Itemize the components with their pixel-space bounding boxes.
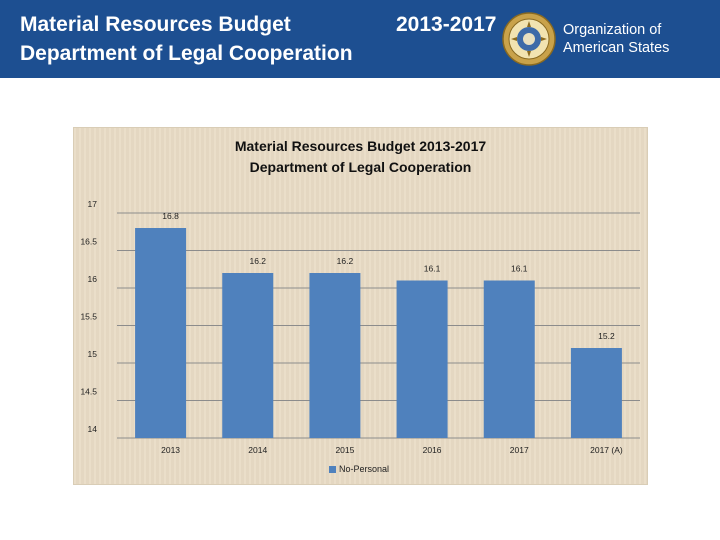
- x-tick-label: 2017 (A): [590, 445, 623, 455]
- chart-title-line-2: Department of Legal Cooperation: [249, 159, 472, 175]
- title-line-1: Material Resources Budget: [20, 13, 291, 36]
- x-tick-label: 2013: [161, 445, 180, 455]
- y-tick-label: 15.5: [80, 312, 97, 322]
- chart-title-line-1: Material Resources Budget 2013-2017: [234, 138, 487, 154]
- y-tick-label: 17: [88, 199, 98, 209]
- page-title: Material Resources Budget Department of …: [20, 10, 353, 68]
- y-tick-label: 14: [88, 424, 98, 434]
- bar: [222, 273, 274, 438]
- bar: [396, 280, 448, 438]
- title-line-2: Department of Legal Cooperation: [20, 42, 353, 65]
- header-banner: Material Resources Budget Department of …: [0, 0, 720, 78]
- y-tick-label: 16: [88, 274, 98, 284]
- data-label: 16.2: [249, 256, 266, 266]
- org-line-1: Organization of: [563, 22, 662, 38]
- bar: [135, 228, 187, 438]
- data-label: 16.1: [511, 264, 528, 274]
- chart-title: Material Resources Budget 2013-2017 Depa…: [74, 136, 647, 178]
- bar: [483, 280, 535, 438]
- legend-label: No-Personal: [339, 464, 390, 474]
- x-tick-label: 2016: [423, 445, 442, 455]
- org-line-2: American States: [563, 40, 670, 56]
- data-label: 16.1: [424, 264, 441, 274]
- data-label: 16.2: [337, 256, 354, 266]
- data-label: 15.2: [598, 331, 615, 341]
- legend-swatch: [329, 465, 336, 473]
- x-tick-label: 2015: [335, 445, 354, 455]
- bar: [309, 273, 361, 438]
- years-range: 2013-2017: [396, 13, 497, 36]
- oas-seal-icon: [502, 12, 556, 66]
- data-label: 16.8: [162, 211, 179, 221]
- y-tick-label: 14.5: [80, 387, 97, 397]
- y-tick-label: 15: [88, 349, 98, 359]
- bar-chart-plot: 14 14.5 15 15.5 16 16.5 17 16.8 2013 16.2 2014 16.2…: [80, 199, 640, 455]
- chart-container: Material Resources Budget 2013-2017 Depa…: [73, 127, 648, 485]
- chart-legend: No-Personal: [329, 464, 389, 474]
- x-tick-label: 2017: [510, 445, 529, 455]
- organization-name: Organization of American States: [563, 21, 669, 57]
- x-tick-label: 2014: [248, 445, 267, 455]
- y-tick-label: 16.5: [80, 237, 97, 247]
- bar: [570, 348, 622, 438]
